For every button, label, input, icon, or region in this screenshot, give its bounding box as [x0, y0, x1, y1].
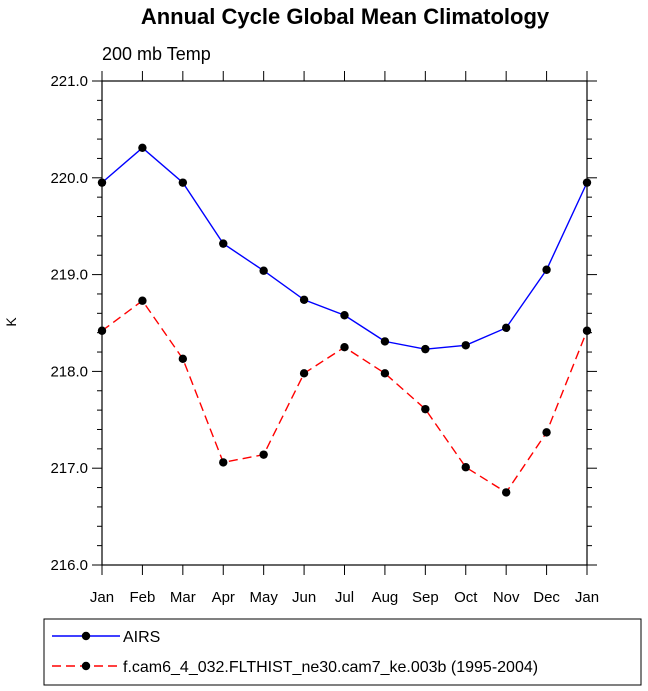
y-tick-label: 216.0	[50, 557, 88, 574]
data-point	[138, 296, 147, 305]
chart-subtitle: 200 mb Temp	[102, 44, 211, 64]
data-point	[421, 344, 430, 354]
plot-frame	[101, 80, 588, 566]
data-point	[259, 450, 268, 459]
data-point	[380, 337, 390, 346]
data-point	[421, 404, 430, 414]
data-point	[299, 295, 309, 304]
x-tick-label: Nov	[493, 589, 520, 606]
data-point	[461, 463, 470, 472]
series-0	[97, 143, 592, 354]
data-point	[501, 488, 511, 497]
data-point	[542, 265, 551, 274]
legend-box	[43, 618, 642, 686]
y-tick-label: 219.0	[50, 267, 88, 284]
data-point	[299, 369, 309, 378]
y-tick-label: 217.0	[50, 460, 88, 477]
data-point	[461, 341, 470, 350]
x-tick-label: Feb	[129, 589, 155, 606]
data-point	[582, 326, 592, 335]
data-point	[178, 354, 188, 364]
legend-marker	[81, 631, 91, 641]
data-point	[138, 143, 147, 152]
chart-title: Annual Cycle Global Mean Climatology	[141, 4, 550, 29]
x-tick-label: Sep	[412, 589, 439, 606]
data-point	[582, 178, 592, 187]
data-point	[219, 458, 228, 467]
x-tick-label: Dec	[533, 589, 560, 606]
x-tick-label: Jun	[292, 589, 316, 606]
series-1	[97, 296, 592, 497]
x-tick-label: Mar	[170, 589, 196, 606]
y-axis-label: K	[3, 317, 19, 327]
legend-entry: AIRS	[52, 629, 160, 646]
data-point	[219, 239, 228, 248]
legend-label: AIRS	[123, 629, 160, 646]
legend: AIRS f.cam6_4_032.FLTHIST_ne30.cam7_ke.00…	[43, 618, 642, 686]
data-point	[501, 323, 511, 333]
x-tick-label: Oct	[454, 589, 478, 606]
legend-marker	[81, 661, 91, 671]
x-tick-label: Jul	[335, 589, 354, 606]
legend-label: f.cam6_4_032.FLTHIST_ne30.cam7_ke.003b (…	[123, 659, 538, 676]
x-tick-label: Apr	[212, 589, 235, 606]
x-tick-label: Jan	[90, 589, 114, 606]
data-point	[259, 266, 268, 275]
y-tick-label: 218.0	[50, 363, 88, 380]
data-point	[178, 178, 188, 187]
x-tick-label: Jan	[575, 589, 599, 606]
legend-entry: f.cam6_4_032.FLTHIST_ne30.cam7_ke.003b (…	[52, 659, 538, 676]
x-tick-label: Aug	[372, 589, 399, 606]
data-point	[542, 428, 551, 437]
series-line	[101, 299, 588, 494]
x-tick-label: May	[249, 589, 278, 606]
data-point	[380, 369, 390, 378]
y-tick-label: 220.0	[50, 170, 88, 187]
series-group	[97, 143, 592, 497]
data-point	[97, 178, 107, 187]
y-tick-label: 221.0	[50, 73, 88, 90]
data-point	[340, 311, 349, 320]
data-point	[97, 326, 107, 335]
axes: 216.0 217.0 218.0 219.0 220.0 221.0 Jan Feb Mar A…	[50, 71, 599, 606]
data-point	[340, 343, 349, 352]
